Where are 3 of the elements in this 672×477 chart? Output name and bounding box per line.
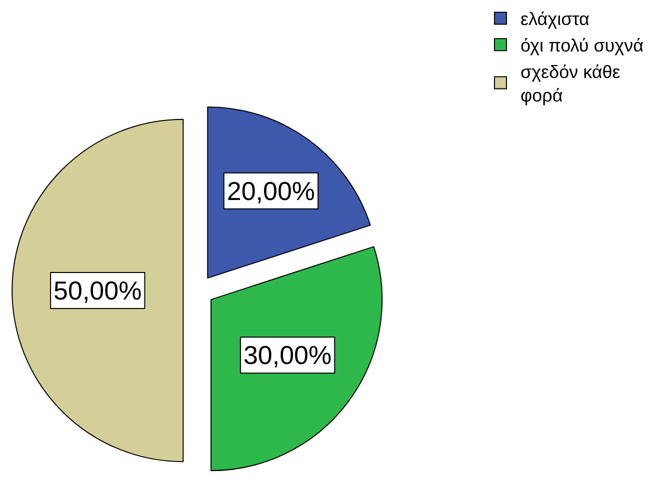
legend-label: ελάχιστα	[520, 9, 590, 30]
legend-label: σχεδόν κάθε φορά	[520, 62, 620, 106]
legend-label: όχι πολύ συχνά	[520, 36, 644, 56]
